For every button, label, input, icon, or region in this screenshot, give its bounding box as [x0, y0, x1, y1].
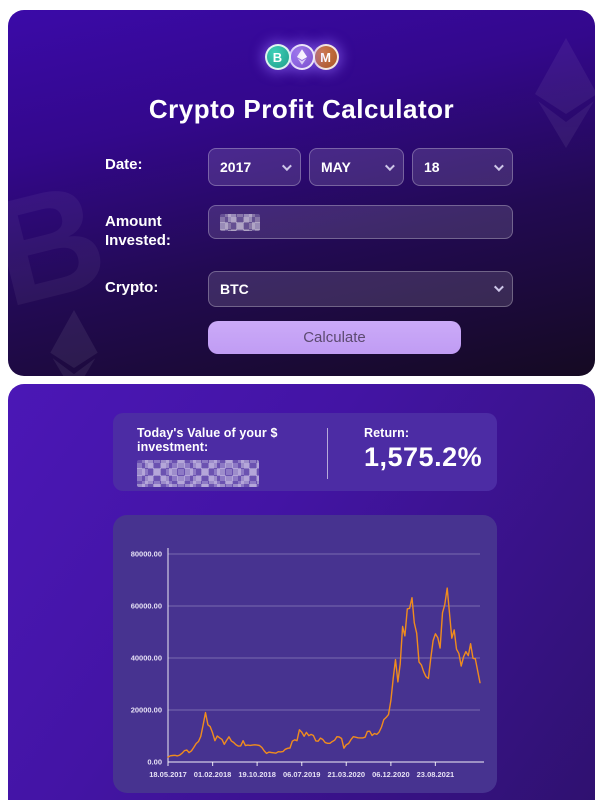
monero-glyph: M	[320, 49, 331, 65]
svg-text:40000.00: 40000.00	[131, 654, 162, 663]
date-row: Date: 2017 MAY 18	[105, 148, 525, 186]
bitcoin-glyph: B	[272, 49, 283, 65]
chevron-down-icon	[493, 282, 504, 293]
price-chart-svg: 0.00 20000.00 40000.00 60000.00 80000.00 18.0…	[131, 548, 484, 779]
day-select-value: 18	[424, 159, 440, 175]
crypto-select-value: BTC	[220, 280, 249, 297]
svg-text:80000.00: 80000.00	[131, 550, 162, 559]
results-section: Today's Value of your $ investment: Retu…	[8, 384, 595, 800]
amount-invested-input[interactable]	[208, 205, 513, 239]
return-value: 1,575.2%	[364, 442, 483, 472]
amount-invested-label: Amount Invested:	[105, 213, 171, 249]
svg-text:0.00: 0.00	[147, 758, 162, 767]
month-select[interactable]: MAY	[309, 148, 404, 186]
bitcoin-icon: B	[264, 44, 291, 70]
ethereum-glyph	[296, 49, 307, 65]
svg-text:18.05.2017: 18.05.2017	[149, 770, 187, 779]
amount-row: Amount Invested:	[105, 205, 525, 251]
amount-invested-redacted-value	[220, 213, 260, 231]
return-label: Return:	[364, 426, 410, 440]
day-select[interactable]: 18	[412, 148, 513, 186]
results-card: Today's Value of your $ investment: Retu…	[113, 413, 497, 491]
crypto-row: Crypto: BTC	[105, 270, 525, 307]
date-label: Date:	[105, 156, 143, 173]
calculator-form: Date: 2017 MAY 18 Amount Invested:	[105, 148, 525, 354]
price-chart-card: 0.00 20000.00 40000.00 60000.00 80000.00 18.0…	[113, 515, 497, 793]
chevron-down-icon	[281, 160, 292, 171]
svg-text:21.03.2020: 21.03.2020	[328, 770, 366, 779]
todays-value-label: Today's Value of your $ investment:	[137, 426, 278, 454]
year-select-value: 2017	[220, 159, 252, 175]
svg-text:60000.00: 60000.00	[131, 602, 162, 611]
calculator-card: B B M Crypto Profit Calculator Date: 201…	[8, 10, 595, 376]
svg-text:20000.00: 20000.00	[131, 706, 162, 715]
chevron-down-icon	[384, 160, 395, 171]
results-divider	[327, 428, 328, 479]
chevron-down-icon	[493, 160, 504, 171]
crypto-coins-logos: B M	[8, 44, 595, 70]
page-title: Crypto Profit Calculator	[148, 94, 455, 124]
return-block: Return: 1,575.2%	[346, 426, 482, 491]
svg-text:19.10.2018: 19.10.2018	[238, 770, 276, 779]
svg-text:06.12.2020: 06.12.2020	[372, 770, 410, 779]
svg-text:23.08.2021: 23.08.2021	[417, 770, 455, 779]
todays-value-redacted-value	[137, 460, 259, 487]
todays-value-block: Today's Value of your $ investment:	[137, 426, 309, 491]
year-select[interactable]: 2017	[208, 148, 301, 186]
ethereum-icon	[288, 44, 315, 70]
crypto-select[interactable]: BTC	[208, 270, 513, 307]
calculate-button[interactable]: Calculate	[208, 320, 461, 354]
svg-text:06.07.2019: 06.07.2019	[283, 770, 321, 779]
ethereum-watermark-icon	[50, 310, 98, 376]
crypto-label: Crypto:	[105, 278, 159, 296]
svg-text:01.02.2018: 01.02.2018	[194, 770, 232, 779]
month-select-value: MAY	[321, 159, 351, 175]
monero-icon: M	[312, 44, 339, 70]
